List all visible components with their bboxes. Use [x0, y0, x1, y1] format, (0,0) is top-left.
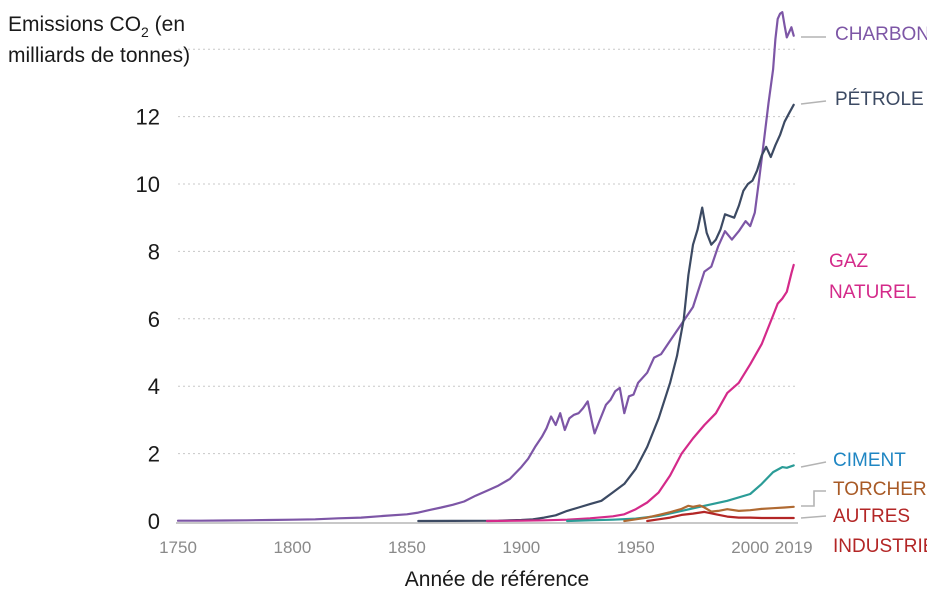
- series-labels: CHARBON PÉTROLE GAZ NATUREL CIMENT TORCHERE AU…: [829, 24, 927, 557]
- series-line-torchere: [623, 504, 795, 523]
- series-label-torchere: TORCHERE: [833, 479, 927, 500]
- x-tick-label-1950: 1950: [617, 538, 655, 557]
- leader-autres-industries: [800, 515, 827, 519]
- series-label-autres-industries-line2: INDUSTRIES: [833, 536, 927, 557]
- leader-torchere: [801, 490, 826, 507]
- series-label-charbon: CHARBON: [835, 24, 927, 45]
- y-tick-label-12: 12: [136, 105, 160, 130]
- series-line-gaz-naturel: [485, 263, 795, 523]
- y-tick-label-0: 0: [148, 509, 160, 534]
- series-lines: [176, 11, 795, 523]
- y-tick-label-2: 2: [148, 442, 160, 467]
- x-tick-label-2000: 2000: [731, 538, 769, 557]
- series-line-petrole: [417, 103, 795, 523]
- x-tick-label-1850: 1850: [388, 538, 426, 557]
- axes: 0 2 4 6 8 10 12 1750 1800 1850 1900 1950 2000 2019: [136, 105, 813, 557]
- gridlines: [178, 48, 796, 455]
- series-line-autres-industries: [646, 510, 795, 523]
- y-axis-title-line1: Emissions CO2 (en: [8, 13, 185, 40]
- series-label-gaz-naturel-line2: NATUREL: [829, 282, 916, 303]
- x-tick-label-1800: 1800: [274, 538, 312, 557]
- x-tick-label-1750: 1750: [159, 538, 197, 557]
- label-leaders: [800, 36, 827, 519]
- leader-petrole: [800, 100, 827, 105]
- y-tick-label-8: 8: [148, 239, 160, 264]
- leader-ciment: [800, 461, 827, 468]
- series-line-charbon: [176, 11, 795, 522]
- x-axis-title: Année de référence: [405, 568, 589, 591]
- series-label-ciment: CIMENT: [833, 450, 906, 471]
- y-tick-label-4: 4: [148, 374, 160, 399]
- series-label-petrole: PÉTROLE: [835, 89, 924, 110]
- series-line-ciment: [566, 464, 795, 523]
- x-tick-label-2019: 2019: [775, 538, 813, 557]
- y-axis-title-line2: milliards de tonnes): [8, 44, 190, 67]
- series-label-autres-industries-line1: AUTRES: [833, 506, 910, 527]
- series-label-gaz-naturel-line1: GAZ: [829, 251, 868, 272]
- x-tick-label-1900: 1900: [502, 538, 540, 557]
- y-tick-label-10: 10: [136, 172, 160, 197]
- y-tick-label-6: 6: [148, 307, 160, 332]
